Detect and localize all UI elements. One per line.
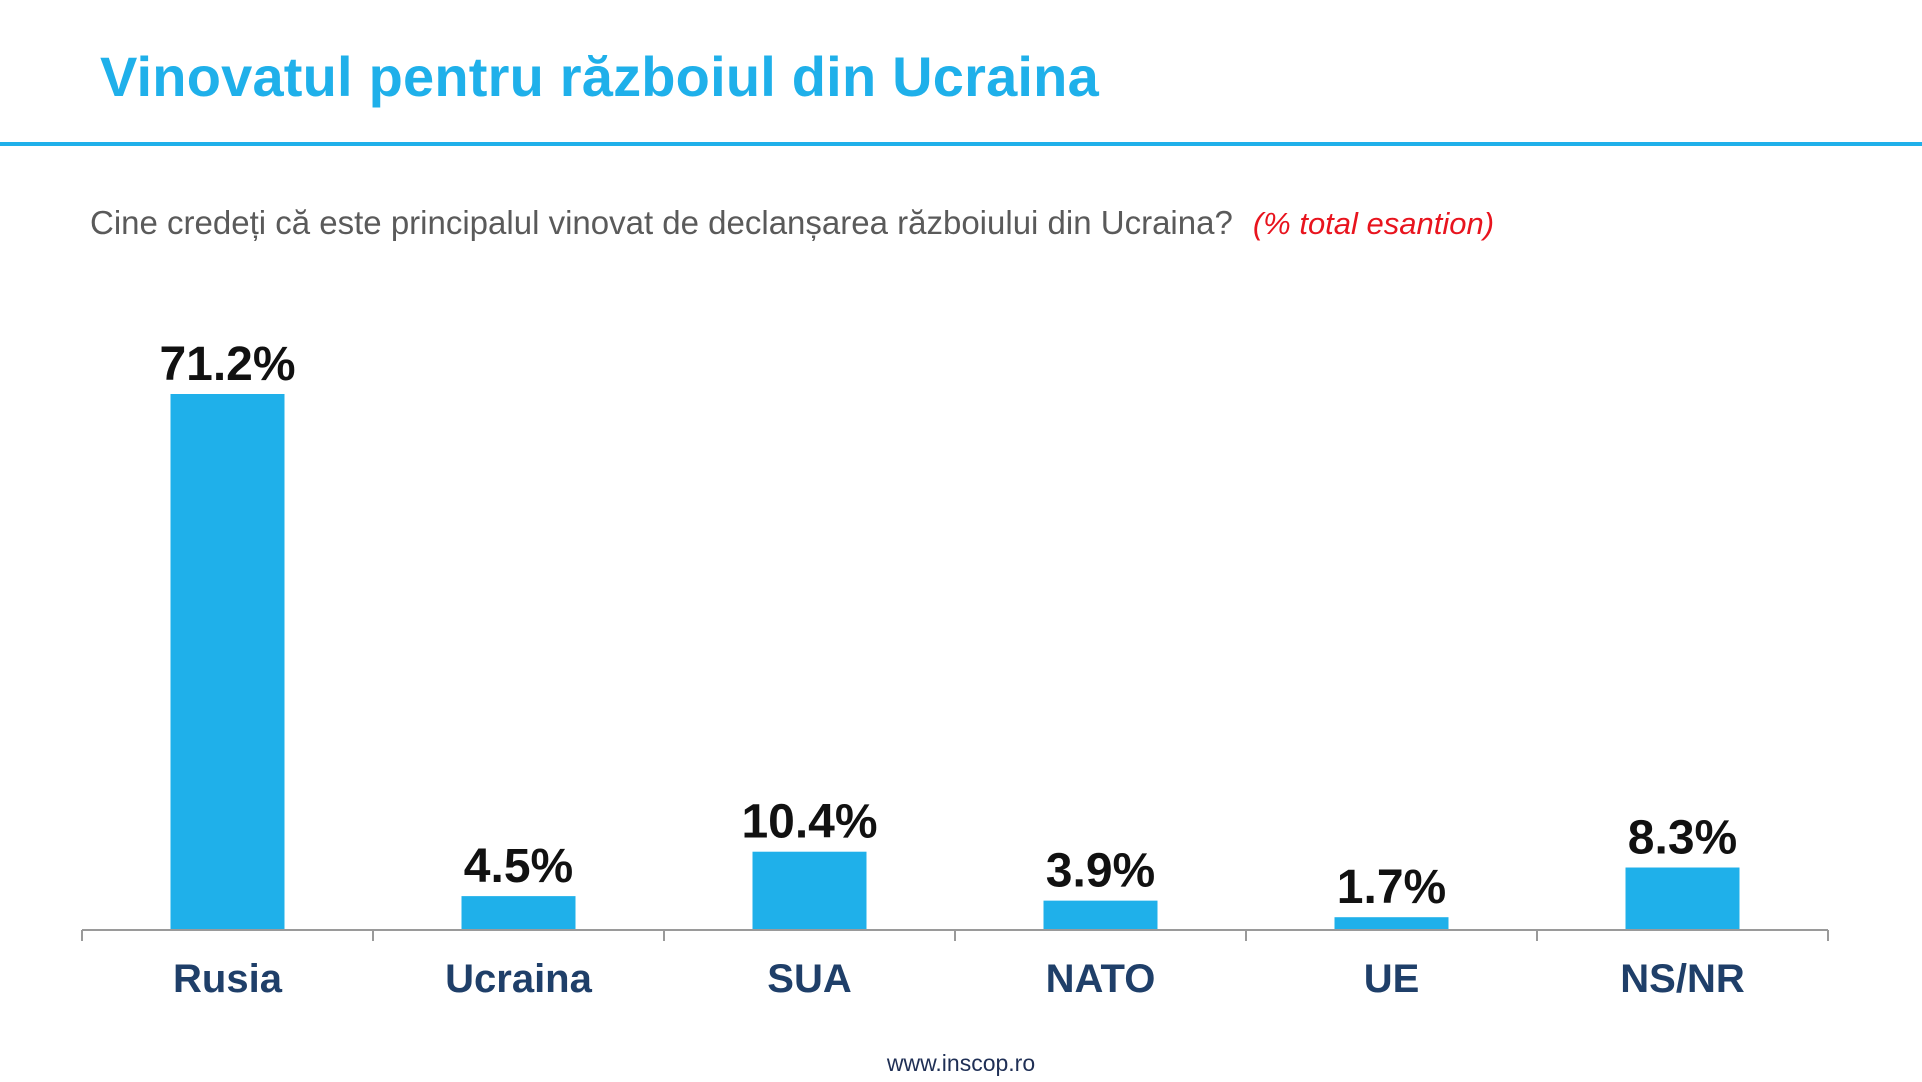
x-axis [81,929,1829,941]
footer-url: www.inscop.ro [886,1050,1036,1076]
category-label: UE [1364,957,1420,1001]
category-label: SUA [767,957,851,1001]
question-note: (% total esantion) [1252,206,1495,241]
category-label: NATO [1046,957,1156,1001]
bar-sua [752,851,867,930]
category-label: Ucraina [445,957,592,1001]
bar-rusia [170,394,285,930]
value-label: 1.7% [1337,861,1446,914]
value-label: 8.3% [1628,812,1737,865]
value-label: 71.2% [159,338,295,391]
value-label: 4.5% [464,840,573,893]
bar-nato [1043,900,1158,930]
slide-title: Vinovatul pentru războiul din Ucraina [100,45,1099,108]
value-labels: 71.2% 4.5% 10.4% 3.9% 1.7% 8.3% [159,338,1737,914]
category-label: NS/NR [1620,957,1745,1001]
question-text: Cine credeți că este principalul vinovat… [90,204,1233,241]
title-divider [0,142,1922,146]
category-labels: Rusia Ucraina SUA NATO UE NS/NR [173,957,1745,1001]
bar-ue [1334,917,1449,930]
value-label: 3.9% [1046,845,1155,898]
category-label: Rusia [173,957,283,1001]
bar-ns-nr [1625,867,1740,930]
bars-group [170,394,1740,930]
bar-ucraina [461,896,576,930]
survey-question: Cine credeți că este principalul vinovat… [90,204,1494,242]
value-label: 10.4% [741,796,877,849]
